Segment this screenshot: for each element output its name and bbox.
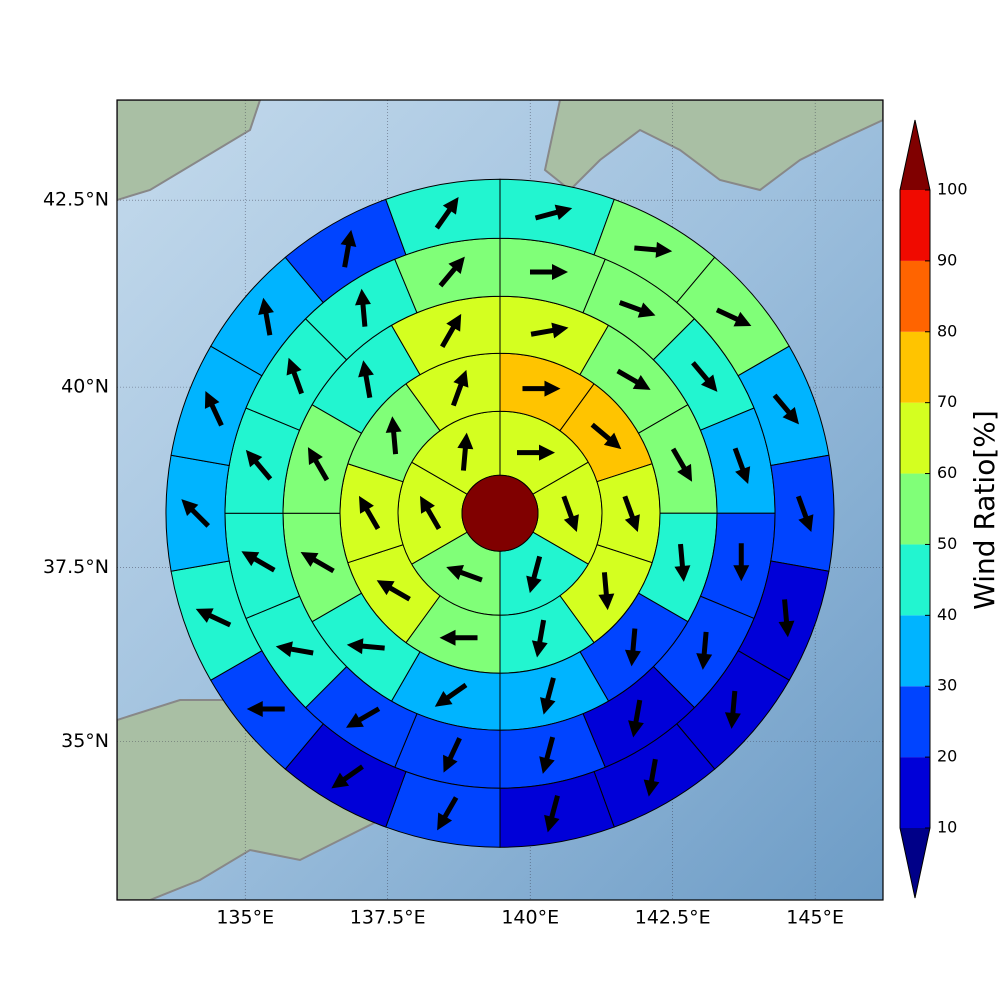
wind-arrow	[622, 495, 640, 533]
x-tick-label: 137.5°E	[350, 907, 426, 929]
wind-arrow	[674, 543, 691, 582]
wind-sectors	[165, 178, 835, 848]
colorbar-tick-label: 70	[937, 392, 957, 411]
colorbar-bin	[900, 473, 930, 545]
wind-arrow	[286, 357, 304, 395]
colorbar-under	[900, 828, 930, 898]
land	[117, 100, 262, 202]
wind-arrow	[440, 313, 462, 348]
wind-arrow	[300, 552, 335, 574]
wind-arrow	[634, 241, 673, 258]
wind-arrow	[346, 638, 385, 655]
wind-arrow	[561, 495, 579, 533]
wind-arrow	[778, 599, 795, 638]
map-frame	[116, 99, 884, 901]
wind-arrow	[733, 543, 750, 582]
wind-arrow	[241, 551, 276, 573]
wind-arrow	[534, 204, 573, 221]
wind-arrow	[420, 495, 442, 531]
wind-arrow	[307, 447, 330, 482]
x-tick-label: 142.5°E	[635, 907, 711, 929]
wind-arrow	[517, 444, 555, 461]
colorbar-bin	[900, 260, 930, 332]
y-tick-label: 37.5°N	[43, 556, 109, 578]
wind-arrow	[275, 641, 314, 658]
wind-arrow	[590, 422, 622, 450]
wind-arrow	[346, 706, 381, 728]
wind-arrow	[539, 736, 556, 774]
colorbar-tick-label: 80	[937, 321, 957, 340]
x-tick-label: 135°E	[216, 907, 274, 929]
wind-arrow	[628, 699, 644, 738]
wind-arrow	[358, 360, 374, 399]
wind-arrow	[715, 307, 752, 327]
wind-arrow	[540, 677, 556, 715]
wind-arrow	[443, 737, 462, 773]
colorbar-tick-label: 20	[937, 747, 957, 766]
colorbar-bin	[900, 757, 930, 828]
wind-arrow	[530, 322, 569, 339]
wind-arrow	[544, 795, 560, 833]
colorbar-bin	[900, 686, 930, 758]
wind-arrow	[724, 690, 741, 729]
wind-arrow	[376, 580, 411, 602]
wind-arrow	[195, 608, 232, 628]
wind-arrow	[624, 628, 641, 667]
wind-arrow	[204, 390, 224, 427]
x-tick-label: 145°E	[786, 907, 844, 929]
wind-arrow	[385, 416, 402, 455]
wind-arrow	[529, 263, 568, 280]
wind-arrow	[643, 758, 660, 797]
colorbar-bin	[900, 615, 930, 687]
wind-arrow	[772, 393, 799, 425]
wind-arrow	[246, 700, 285, 717]
y-tick-label: 42.5°N	[43, 189, 109, 211]
colorbar-tick-label: 60	[937, 463, 957, 482]
x-tick-label: 140°E	[501, 907, 559, 929]
y-tick-label: 40°N	[61, 376, 109, 398]
colorbar-tick-label: 30	[937, 676, 957, 695]
wind-arrow	[331, 764, 364, 789]
colorbar-bin	[900, 331, 930, 403]
colorbar-tick-label: 100	[937, 180, 968, 199]
wind-arrow	[616, 368, 651, 390]
center-cell	[461, 474, 539, 552]
wind-arrow	[526, 555, 543, 594]
wind-arrow	[359, 495, 381, 531]
wind-arrow	[457, 432, 474, 471]
colorbar-label: Wind Ratio[%]	[968, 410, 1000, 610]
wind-arrow	[355, 288, 371, 327]
wind-arrow	[691, 361, 718, 392]
y-tick-label: 35°N	[61, 730, 109, 752]
wind-arrow	[437, 796, 459, 831]
wind-arrow	[181, 499, 210, 528]
wind-arrow	[732, 447, 751, 485]
colorbar-over	[900, 120, 930, 190]
wind-arrow	[795, 495, 814, 533]
wind-arrow	[439, 629, 478, 646]
wind-arrow	[598, 572, 615, 611]
wind-arrow	[522, 380, 561, 397]
wind-arrow	[434, 196, 459, 230]
colorbar-tick-label: 10	[937, 818, 957, 837]
wind-arrow	[245, 449, 273, 481]
colorbar: 10 20 30 40 50 60 70 80 90 100	[899, 119, 968, 899]
colorbar-bin	[900, 190, 930, 261]
colorbar-tick-label: 50	[937, 534, 957, 553]
wind-arrow	[438, 256, 465, 288]
colorbar-bin	[900, 544, 930, 616]
wind-arrow	[446, 564, 483, 583]
colorbar-bin	[900, 402, 930, 474]
wind-arrow	[340, 229, 357, 268]
colorbar-tick-label: 40	[937, 605, 957, 624]
wind-arrow	[696, 631, 713, 670]
colorbar-tick-label: 90	[937, 250, 957, 269]
wind-arrow	[451, 369, 469, 407]
wind-arrow	[434, 682, 468, 707]
wind-arrow	[258, 297, 274, 336]
wind-arrow	[531, 619, 548, 658]
wind-arrow	[618, 300, 656, 318]
wind-arrow	[670, 447, 693, 482]
